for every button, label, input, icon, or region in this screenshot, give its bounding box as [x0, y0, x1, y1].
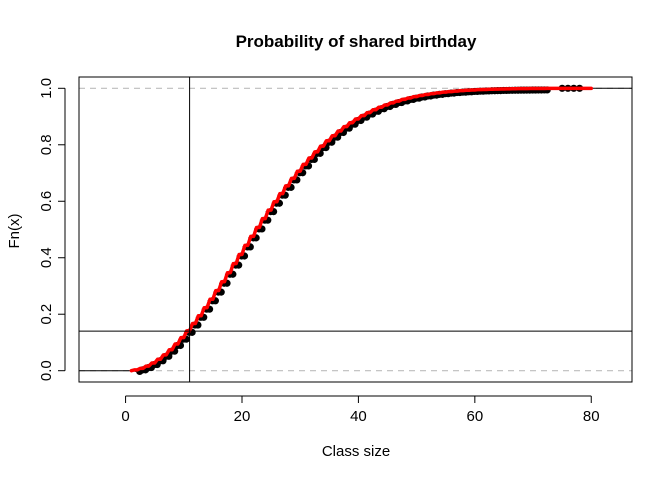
theoretical-curve — [129, 86, 593, 373]
y-tick-label: 1.0 — [38, 78, 55, 99]
x-tick-label: 20 — [234, 408, 251, 425]
y-tick-label: 0.8 — [38, 134, 55, 155]
x-tick-label: 80 — [583, 408, 600, 425]
x-tick-label: 60 — [466, 408, 483, 425]
y-tick-label: 0.0 — [38, 360, 55, 381]
y-tick-label: 0.6 — [38, 191, 55, 212]
y-tick-label: 0.2 — [38, 304, 55, 325]
x-axis: 0 20 40 60 80 — [121, 395, 600, 425]
plot-area — [79, 77, 632, 382]
plot-frame — [78, 76, 633, 383]
y-tick-label: 0.4 — [38, 247, 55, 268]
chart-title: Probability of shared birthday — [236, 32, 477, 51]
x-axis-label: Class size — [322, 443, 390, 460]
x-tick-label: 0 — [121, 408, 129, 425]
x-tick-label: 40 — [350, 408, 367, 425]
y-axis: 0.0 0.2 0.4 0.6 0.8 1.0 — [38, 78, 66, 381]
y-axis-label: Fn(x) — [6, 214, 23, 249]
